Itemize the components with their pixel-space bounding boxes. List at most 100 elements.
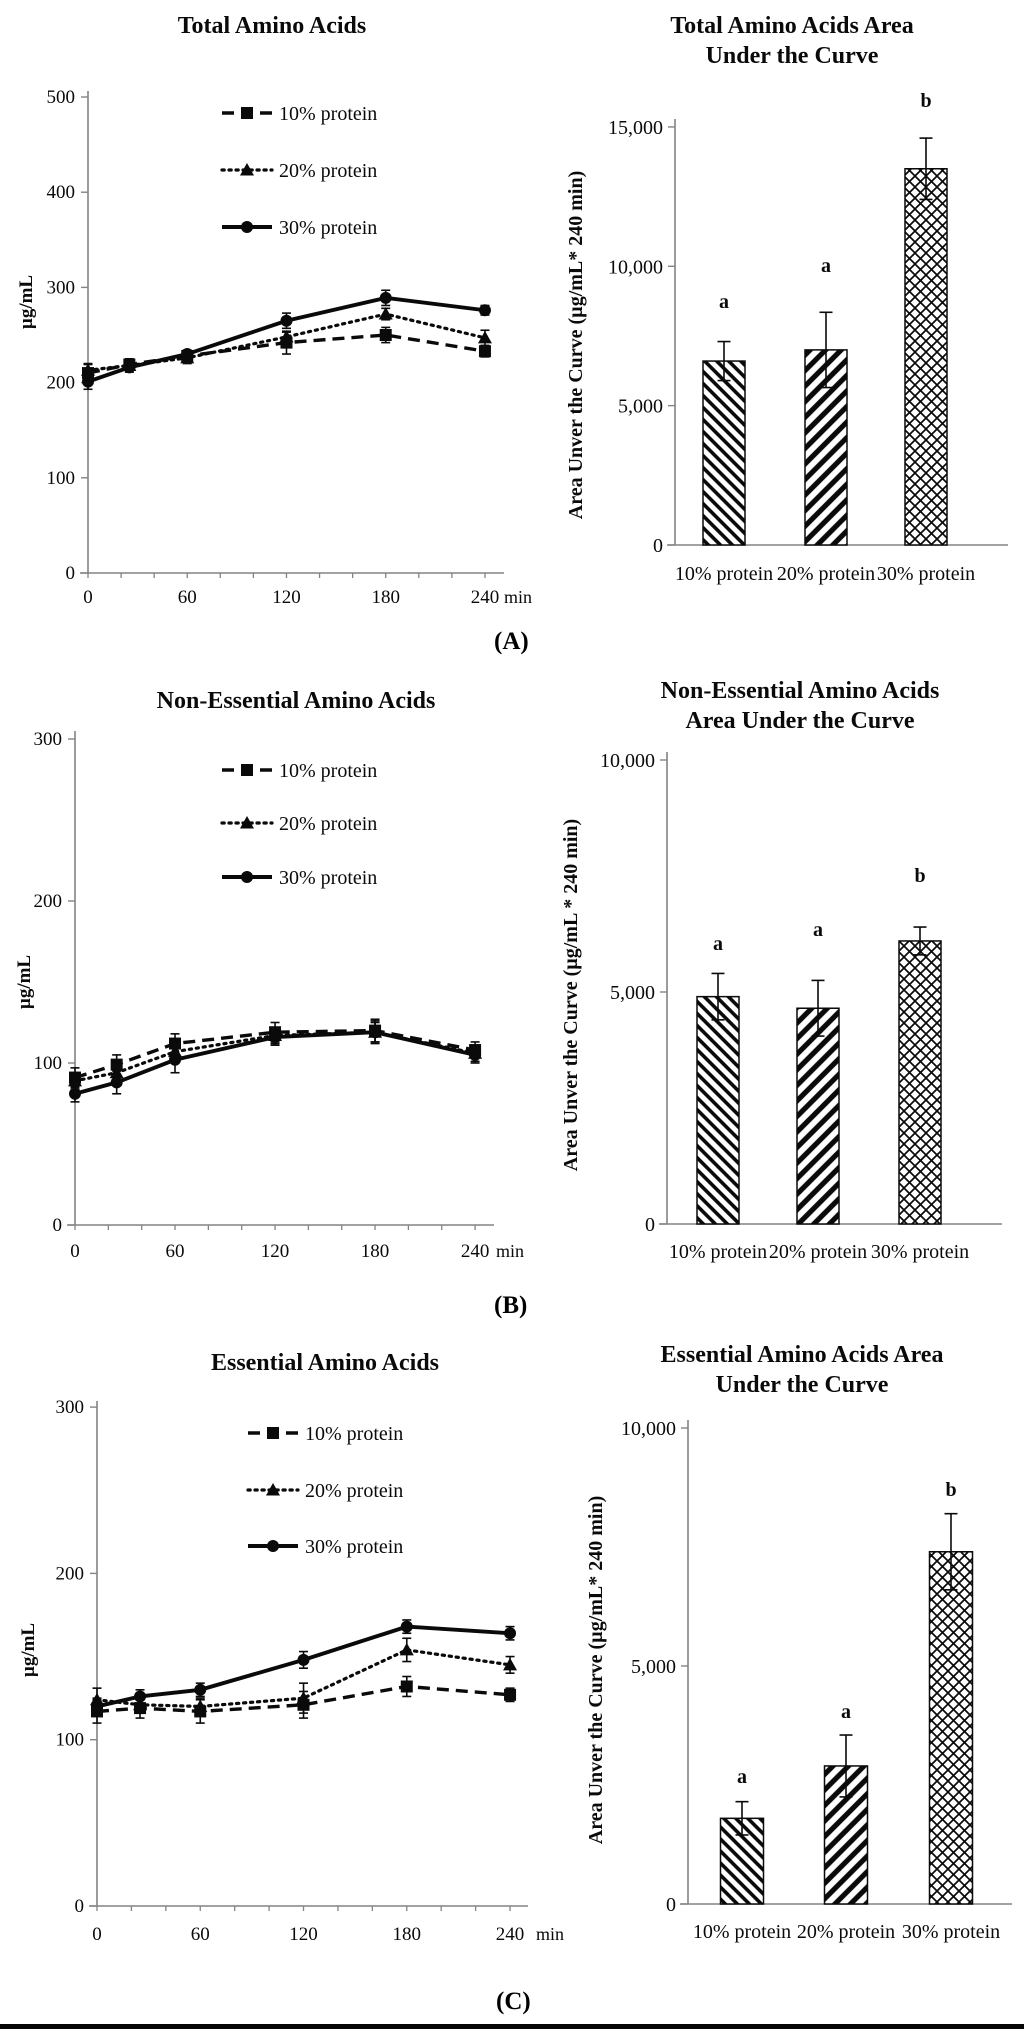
y-axis-title: µg/mL [16, 275, 37, 329]
y-tick-label: 10,000 [608, 256, 663, 278]
chart-title: Under the Curve [716, 1372, 889, 1398]
y-tick-label: 400 [47, 182, 76, 203]
data-point-marker [69, 1087, 81, 1100]
legend-item: 10% protein [222, 760, 377, 782]
y-tick-label: 100 [34, 1053, 63, 1074]
data-point-marker [266, 1483, 280, 1496]
error-bar [839, 1734, 853, 1798]
line-chart-essential-amino-acids: Essential Amino Acids 0 100 200 300 0 60 120 180… [18, 1350, 564, 1945]
data-point-marker [399, 1642, 414, 1656]
y-tick-label: 0 [75, 1896, 85, 1917]
bar-chart-essential-amino-acids-auc: Essential Amino Acids Area Under the Curv… [585, 1342, 1012, 1943]
data-point-marker [181, 348, 194, 361]
legend-label: 30% protein [279, 217, 377, 239]
data-point-marker [168, 1044, 183, 1058]
bar [898, 940, 942, 1225]
error-bar [944, 1512, 958, 1591]
data-point-marker [241, 107, 253, 119]
y-tick-label: 200 [56, 1563, 85, 1584]
y-tick-label: 5,000 [610, 982, 655, 1004]
significance-letter: b [920, 90, 931, 112]
error-bar [919, 137, 933, 201]
y-tick-label: 100 [56, 1730, 85, 1751]
y-tick-label: 300 [47, 277, 76, 298]
series-line [96, 1624, 511, 1709]
y-tick-label: 0 [666, 1894, 676, 1916]
data-point-marker [194, 1683, 207, 1696]
x-unit-label: min [504, 587, 532, 607]
error-bar [819, 311, 833, 389]
data-point-marker [478, 304, 491, 317]
error-bar [717, 340, 731, 382]
chart-title: Total Amino Acids [178, 13, 367, 39]
bar-chart-total-amino-acids-auc: Total Amino Acids Area Under the Curve 0 5,… [565, 13, 1008, 585]
series-line [87, 295, 486, 384]
data-point-marker [504, 1627, 517, 1640]
legend-label: 20% protein [279, 813, 377, 835]
legend-label: 30% protein [279, 867, 377, 889]
legend-label: 30% protein [305, 1536, 403, 1558]
x-tick-label: 120 [261, 1241, 290, 1262]
series-line [86, 312, 487, 372]
legend-item: 10% protein [248, 1423, 403, 1445]
data-point-marker [503, 1657, 518, 1671]
y-axis-title: Area Unver the Curve (µg/mL* 240 min) [585, 1496, 607, 1845]
data-point-marker [297, 1653, 310, 1666]
y-tick-label: 15,000 [608, 117, 663, 139]
legend-item: 20% protein [246, 1480, 403, 1502]
category-label: 20% protein [797, 1921, 895, 1943]
y-tick-label: 500 [47, 87, 76, 108]
data-point-marker [400, 1680, 413, 1693]
y-tick-label: 200 [34, 891, 63, 912]
significance-letter: a [719, 291, 729, 313]
x-tick-label: 0 [83, 587, 93, 608]
series-line [96, 1684, 511, 1714]
legend-item: 20% protein [220, 813, 377, 835]
x-tick-label: 0 [92, 1924, 102, 1945]
chart-title: Area Under the Curve [685, 708, 914, 734]
x-tick-label: 60 [178, 587, 197, 608]
chart-title: Essential Amino Acids Area [661, 1342, 944, 1368]
legend-item: 30% protein [222, 867, 377, 889]
chart-title: Total Amino Acids Area [670, 13, 913, 39]
data-point-marker [110, 1058, 123, 1071]
category-label: 20% protein [777, 563, 875, 585]
x-tick-label: 240 [471, 587, 500, 608]
panel-label-c: (C) [496, 1988, 531, 2015]
data-point-marker [169, 1053, 182, 1066]
series-line [95, 1648, 512, 1709]
data-point-marker [379, 291, 392, 304]
chart-title: Non-Essential Amino Acids [661, 678, 940, 704]
data-point-marker [134, 1690, 147, 1703]
x-tick-label: 120 [289, 1924, 318, 1945]
category-label: 10% protein [693, 1921, 791, 1943]
data-point-marker [379, 329, 392, 341]
bar [702, 360, 746, 546]
chart-title: Essential Amino Acids [211, 1350, 439, 1376]
y-tick-label: 0 [66, 563, 76, 584]
data-point-marker [110, 1076, 123, 1089]
data-point-marker [267, 1540, 279, 1552]
legend-item: 30% protein [248, 1536, 403, 1558]
data-point-marker [378, 307, 393, 320]
line-chart-non-essential-amino-acids: Non-Essential Amino Acids 0 100 200 300 0 60 12… [14, 688, 524, 1262]
bar [904, 168, 948, 546]
x-tick-label: 60 [191, 1924, 210, 1945]
data-point-marker [68, 1073, 82, 1087]
x-tick-label: 180 [361, 1241, 390, 1262]
x-unit-label: min [536, 1924, 564, 1944]
x-tick-label: 240 [496, 1924, 525, 1945]
panel-label-b: (B) [494, 1292, 528, 1319]
data-point-marker [267, 1427, 279, 1439]
y-tick-label: 100 [47, 468, 76, 489]
category-label: 30% protein [877, 563, 975, 585]
chart-title: Under the Curve [706, 43, 879, 69]
data-point-marker [241, 871, 253, 883]
data-point-marker [240, 163, 254, 176]
legend-label: 10% protein [279, 103, 377, 125]
y-tick-label: 0 [645, 1214, 655, 1236]
data-point-marker [193, 1699, 208, 1712]
data-point-marker [469, 1048, 482, 1061]
legend-item: 20% protein [220, 160, 377, 182]
